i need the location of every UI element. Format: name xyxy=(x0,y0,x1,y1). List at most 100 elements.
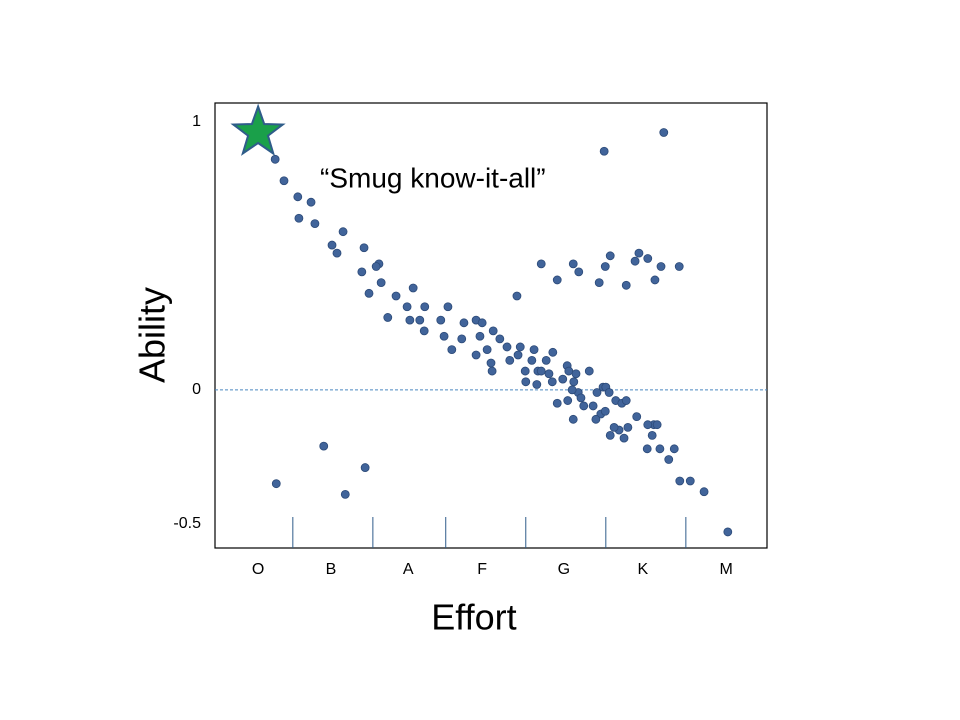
point xyxy=(475,331,485,341)
point xyxy=(319,441,329,451)
point xyxy=(487,366,497,376)
point xyxy=(376,278,386,288)
point xyxy=(457,334,467,344)
point xyxy=(643,254,653,263)
x-axis-label: Effort xyxy=(431,597,516,638)
point xyxy=(293,192,303,202)
point xyxy=(338,227,348,237)
point xyxy=(600,406,610,416)
point xyxy=(634,248,644,258)
point xyxy=(605,431,615,440)
x-tick-label: A xyxy=(403,561,414,578)
point xyxy=(619,433,629,443)
x-tick-label: M xyxy=(719,561,732,578)
point xyxy=(521,377,531,387)
point xyxy=(579,401,589,411)
point xyxy=(405,315,415,325)
point xyxy=(675,476,685,486)
point xyxy=(669,444,679,454)
point xyxy=(674,262,684,271)
point xyxy=(643,420,653,430)
x-tick-label: O xyxy=(252,561,264,578)
point xyxy=(699,487,709,497)
point xyxy=(527,355,537,365)
point xyxy=(359,243,369,253)
point xyxy=(652,420,662,430)
point xyxy=(515,342,525,352)
point xyxy=(604,388,614,397)
point xyxy=(664,455,674,464)
point xyxy=(443,302,453,312)
point xyxy=(656,262,666,271)
highlight-star xyxy=(230,103,286,156)
plot-frame xyxy=(214,102,768,549)
point xyxy=(621,396,631,405)
point xyxy=(340,489,350,499)
point xyxy=(402,302,412,312)
x-tick-label: F xyxy=(477,561,487,578)
point xyxy=(505,355,515,365)
point xyxy=(563,396,573,405)
point xyxy=(332,248,342,258)
point xyxy=(576,393,586,403)
point xyxy=(419,326,429,336)
point xyxy=(548,347,558,357)
point xyxy=(310,219,320,229)
point xyxy=(591,414,601,424)
point xyxy=(647,431,657,440)
point xyxy=(327,240,337,250)
point xyxy=(357,267,367,277)
point xyxy=(294,213,304,223)
point xyxy=(600,262,610,271)
point xyxy=(415,315,425,325)
point xyxy=(439,331,449,341)
point xyxy=(513,350,523,360)
point xyxy=(532,380,542,389)
point xyxy=(420,302,430,312)
point xyxy=(685,476,695,486)
annotation: “Smug know-it-all” xyxy=(320,162,546,193)
y-tick-label: -0.5 xyxy=(173,515,201,532)
point xyxy=(623,422,633,432)
point xyxy=(306,197,316,207)
point xyxy=(592,388,602,397)
point xyxy=(569,377,579,387)
point xyxy=(568,414,578,424)
point xyxy=(544,369,554,379)
point xyxy=(655,444,665,454)
y-tick-label: 0 xyxy=(192,381,201,398)
point xyxy=(529,345,539,355)
point xyxy=(536,259,546,269)
point xyxy=(270,154,280,164)
point xyxy=(512,291,522,301)
point xyxy=(486,358,496,368)
point xyxy=(630,256,640,266)
point xyxy=(599,146,609,156)
point xyxy=(632,412,642,422)
point xyxy=(723,527,733,537)
y-tick-label: 1 xyxy=(192,113,201,130)
point xyxy=(650,275,660,285)
point xyxy=(594,278,604,288)
point xyxy=(568,259,578,269)
point xyxy=(605,251,615,261)
point xyxy=(477,318,487,328)
point xyxy=(609,422,619,432)
point xyxy=(459,318,469,328)
point xyxy=(502,342,512,352)
point xyxy=(642,444,652,454)
point xyxy=(471,350,481,360)
point xyxy=(482,345,492,355)
point xyxy=(558,374,568,384)
point xyxy=(552,398,562,408)
point xyxy=(436,315,446,325)
point xyxy=(536,366,546,376)
point xyxy=(588,401,598,411)
x-tick-label: G xyxy=(558,561,570,578)
point xyxy=(520,366,530,376)
point xyxy=(567,385,577,395)
x-tick-label: B xyxy=(326,561,337,578)
point xyxy=(271,479,281,489)
